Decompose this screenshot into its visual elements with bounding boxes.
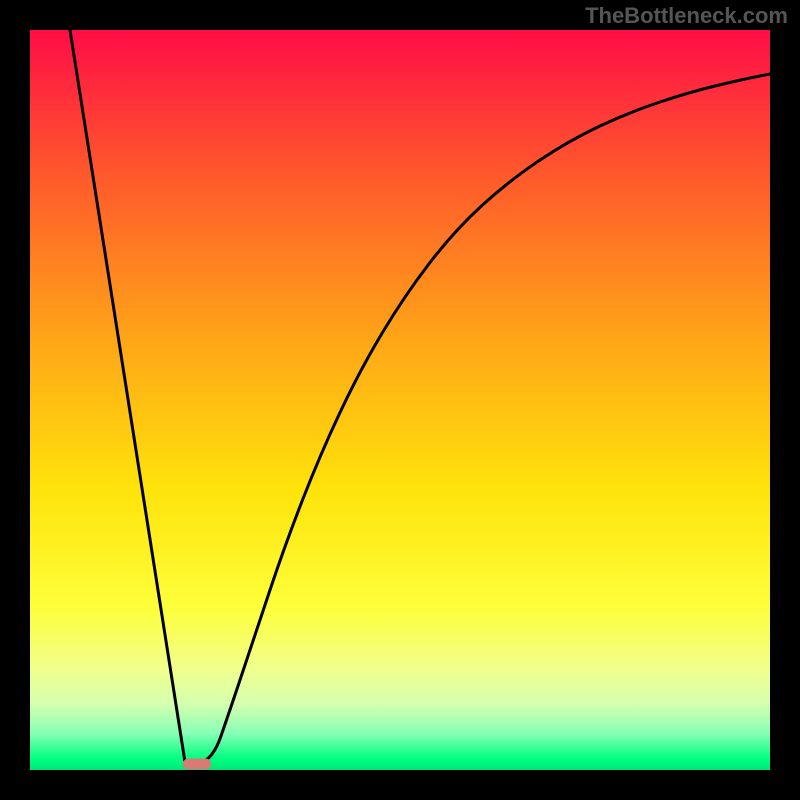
bottleneck-chart <box>0 0 800 800</box>
watermark-text: TheBottleneck.com <box>585 3 788 29</box>
chart-frame: TheBottleneck.com <box>0 0 800 800</box>
optimal-marker <box>183 759 211 770</box>
plot-background <box>30 30 770 770</box>
